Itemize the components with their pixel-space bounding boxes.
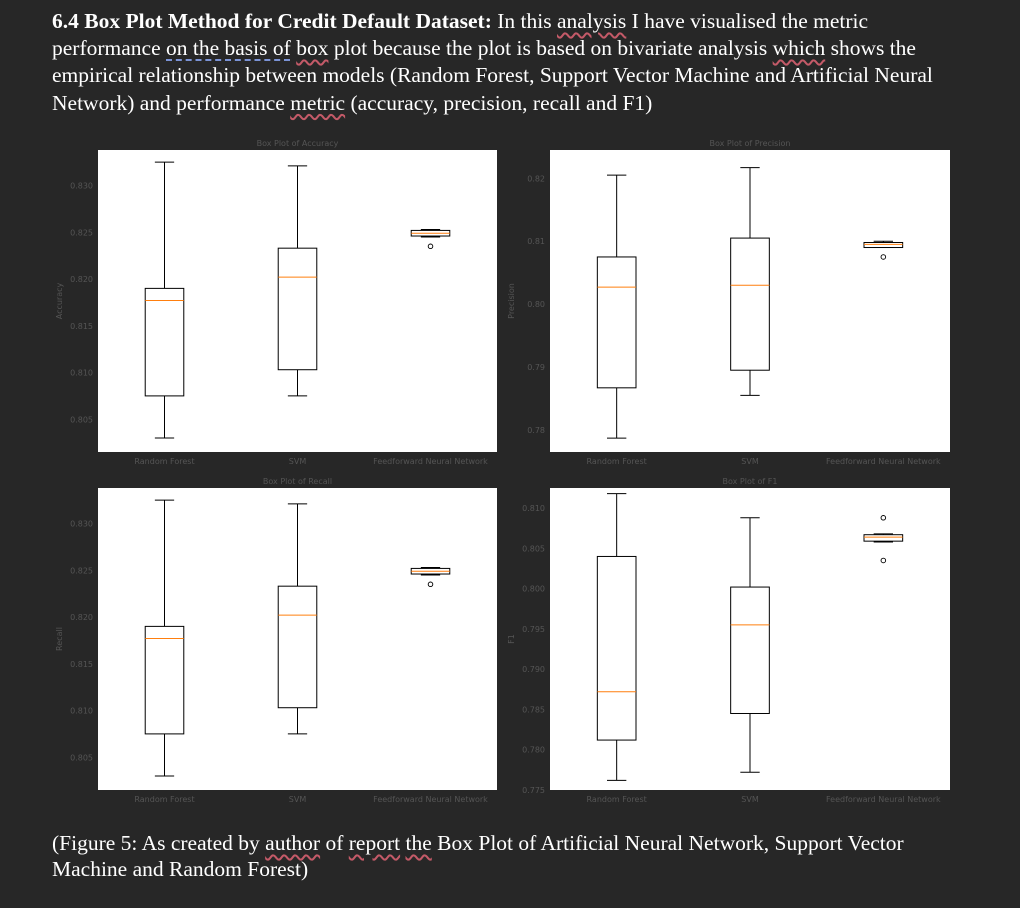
iqr-box bbox=[596, 256, 637, 389]
x-tick-label: Feedforward Neural Network bbox=[373, 795, 488, 804]
y-tick-label: 0.800 bbox=[522, 585, 545, 594]
iqr-box bbox=[863, 534, 904, 542]
figure-caption: (Figure 5: As created by author of repor… bbox=[52, 830, 982, 882]
spellcheck-word-report[interactable]: report bbox=[348, 831, 401, 855]
iqr-box bbox=[277, 247, 318, 371]
y-tick-label: 0.805 bbox=[522, 544, 545, 553]
outlier-point bbox=[880, 254, 887, 260]
outlier-point bbox=[880, 557, 887, 564]
text-run: (accuracy, precision, recall and F1) bbox=[345, 90, 653, 115]
iqr-box bbox=[277, 585, 318, 709]
outlier-point bbox=[427, 581, 434, 588]
y-tick-label: 0.78 bbox=[527, 426, 545, 435]
outlier-point bbox=[880, 515, 887, 521]
y-tick-label: 0.805 bbox=[70, 753, 93, 762]
outlier-point bbox=[427, 243, 434, 250]
y-tick-label: 0.810 bbox=[70, 707, 93, 716]
iqr-box bbox=[730, 586, 770, 714]
y-tick-label: 0.785 bbox=[522, 705, 545, 714]
chart-title: Box Plot of F1 bbox=[723, 477, 778, 486]
spellcheck-word-author[interactable]: author bbox=[265, 831, 321, 855]
x-tick-label: Feedforward Neural Network bbox=[826, 795, 941, 804]
x-tick-label: Random Forest bbox=[134, 457, 194, 466]
y-tick-label: 0.830 bbox=[70, 520, 93, 529]
iqr-box bbox=[863, 241, 904, 249]
text-run: In this bbox=[491, 9, 557, 33]
y-tick-label: 0.79 bbox=[527, 363, 545, 372]
y-tick-label: 0.815 bbox=[70, 322, 93, 331]
y-tick-label: 0.815 bbox=[70, 660, 93, 669]
chart-title: Box Plot of Accuracy bbox=[257, 139, 339, 148]
y-tick-label: 0.795 bbox=[522, 625, 545, 634]
y-axis-label: Recall bbox=[55, 627, 64, 651]
y-tick-label: 0.825 bbox=[70, 566, 93, 575]
intro-paragraph: 6.4 Box Plot Method for Credit Default D… bbox=[52, 8, 982, 117]
y-tick-label: 0.820 bbox=[70, 275, 93, 284]
y-tick-label: 0.810 bbox=[70, 369, 93, 378]
text-run: plot because the plot is based on bivari… bbox=[328, 36, 773, 61]
y-tick-label: 0.805 bbox=[70, 415, 93, 424]
spellcheck-word-box[interactable]: box bbox=[296, 36, 329, 61]
iqr-box bbox=[730, 237, 770, 371]
x-tick-label: SVM bbox=[289, 457, 307, 466]
x-tick-label: Feedforward Neural Network bbox=[826, 457, 941, 466]
x-tick-label: SVM bbox=[741, 457, 759, 466]
text-run: I have visualised the metric performance bbox=[52, 9, 869, 61]
spellcheck-word-which[interactable]: which bbox=[772, 36, 826, 61]
y-axis-label: F1 bbox=[507, 634, 516, 644]
y-axis-label: Accuracy bbox=[55, 282, 64, 319]
iqr-box bbox=[144, 287, 185, 397]
y-tick-label: 0.80 bbox=[527, 300, 545, 309]
iqr-box bbox=[596, 555, 637, 741]
x-tick-label: Random Forest bbox=[134, 795, 194, 804]
x-tick-label: SVM bbox=[741, 795, 759, 804]
x-tick-label: Random Forest bbox=[587, 795, 647, 804]
y-tick-label: 0.81 bbox=[527, 237, 545, 246]
x-tick-label: SVM bbox=[289, 795, 307, 804]
section-heading: 6.4 Box Plot Method for Credit Default D… bbox=[52, 9, 492, 33]
spellcheck-word-the[interactable]: the bbox=[405, 831, 432, 855]
caption-run: (Figure 5: As created by bbox=[52, 831, 266, 855]
caption-run: of bbox=[320, 831, 349, 855]
y-tick-label: 0.780 bbox=[522, 746, 545, 755]
text-run: shows the empirical relationship between… bbox=[52, 36, 933, 115]
grammar-phrase-on-the-basis-of[interactable]: on the basis of bbox=[166, 36, 291, 61]
y-tick-label: 0.820 bbox=[70, 613, 93, 622]
x-tick-label: Feedforward Neural Network bbox=[373, 457, 488, 466]
chart-title: Box Plot of Precision bbox=[710, 139, 791, 148]
y-tick-label: 0.825 bbox=[70, 228, 93, 237]
caption-run: Box Plot of Artificial Neural Network, S… bbox=[52, 831, 904, 881]
iqr-box bbox=[144, 625, 185, 735]
y-axis-label: Precision bbox=[507, 283, 516, 319]
x-tick-label: Random Forest bbox=[587, 457, 647, 466]
spellcheck-word-metric[interactable]: metric bbox=[290, 90, 346, 115]
spellcheck-word-analysis[interactable]: analysis bbox=[557, 9, 627, 33]
y-tick-label: 0.810 bbox=[522, 504, 545, 513]
chart-title: Box Plot of Recall bbox=[263, 477, 332, 486]
y-tick-label: 0.830 bbox=[70, 182, 93, 191]
y-tick-label: 0.790 bbox=[522, 665, 545, 674]
y-tick-label: 0.82 bbox=[527, 174, 545, 183]
y-tick-label: 0.775 bbox=[522, 786, 545, 795]
